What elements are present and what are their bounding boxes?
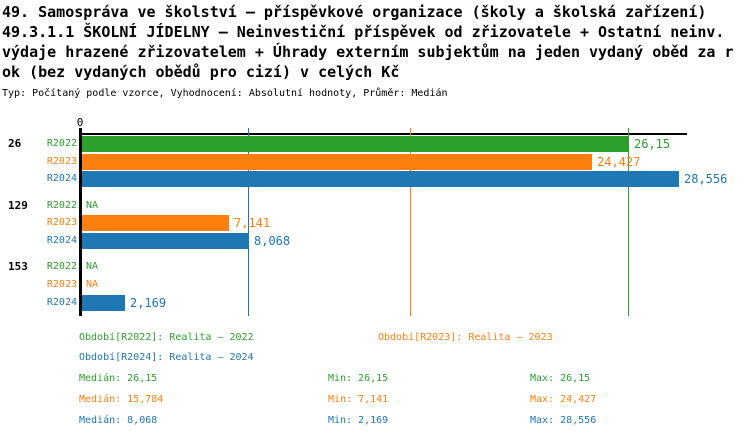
group-label: 26 — [8, 137, 22, 150]
x-axis-line — [79, 133, 687, 135]
bar-value-label: 24,427 — [597, 155, 641, 169]
bar — [82, 136, 629, 152]
bar — [82, 154, 592, 170]
stat-max: Max: 24,427 — [530, 394, 597, 405]
bar-value-label: 7,141 — [234, 216, 271, 230]
chart-title-line: 49. Samospráva ve školství – příspěvkové… — [2, 3, 707, 21]
median-gridline — [410, 128, 411, 316]
axis-origin-label: 0 — [76, 116, 84, 129]
chart-type-info: Typ: Počítaný podle vzorce, Vyhodnocení:… — [2, 88, 448, 99]
group-label: 129 — [8, 199, 28, 212]
bar-value-label: 28,556 — [684, 172, 728, 186]
group-label: 153 — [8, 260, 28, 273]
series-row-label: R2024 — [46, 173, 77, 184]
series-row-label: R2023 — [46, 156, 77, 167]
na-label: NA — [86, 279, 99, 290]
stat-max: Max: 28,556 — [530, 415, 597, 426]
bar-value-label: 8,068 — [254, 234, 291, 248]
bar — [82, 171, 679, 187]
bar — [82, 215, 229, 231]
series-row-label: R2024 — [46, 235, 77, 246]
stat-min: Min: 2,169 — [328, 415, 389, 426]
series-row-label: R2024 — [46, 297, 77, 308]
legend-period: Období[R2022]: Realita – 2022 — [79, 332, 254, 343]
chart-title-line: ok (bez vydaných obědů pro cizí) v celýc… — [2, 63, 400, 81]
stat-min: Min: 7,141 — [328, 394, 389, 405]
stat-median: Medián: 15,784 — [79, 394, 164, 405]
bar-value-label: 2,169 — [130, 296, 167, 310]
stat-median: Medián: 8,068 — [79, 415, 158, 426]
bar-value-label: 26,15 — [634, 137, 671, 151]
stat-min: Min: 26,15 — [328, 373, 389, 384]
stat-max: Max: 26,15 — [530, 373, 591, 384]
median-gridline — [248, 128, 249, 316]
legend-period: Období[R2024]: Realita – 2024 — [79, 352, 254, 363]
stat-median: Medián: 26,15 — [79, 373, 158, 384]
series-row-label: R2022 — [46, 138, 77, 149]
series-row-label: R2022 — [46, 261, 77, 272]
na-label: NA — [86, 200, 99, 211]
bar — [82, 295, 125, 311]
series-row-label: R2023 — [46, 279, 77, 290]
chart-title-line: 49.3.1.1 ŠKOLNÍ JÍDELNY – Neinvestiční p… — [2, 23, 725, 41]
na-label: NA — [86, 261, 99, 272]
chart-title-line: výdaje hrazené zřizovatelem + Úhrady ext… — [2, 43, 734, 61]
y-axis-line — [79, 128, 82, 316]
median-gridline — [628, 128, 629, 316]
series-row-label: R2023 — [46, 217, 77, 228]
bar — [82, 233, 249, 249]
series-row-label: R2022 — [46, 200, 77, 211]
legend-period: Období[R2023]: Realita – 2023 — [378, 332, 553, 343]
chart-title: 49. Samospráva ve školství – příspěvkové… — [2, 2, 734, 82]
